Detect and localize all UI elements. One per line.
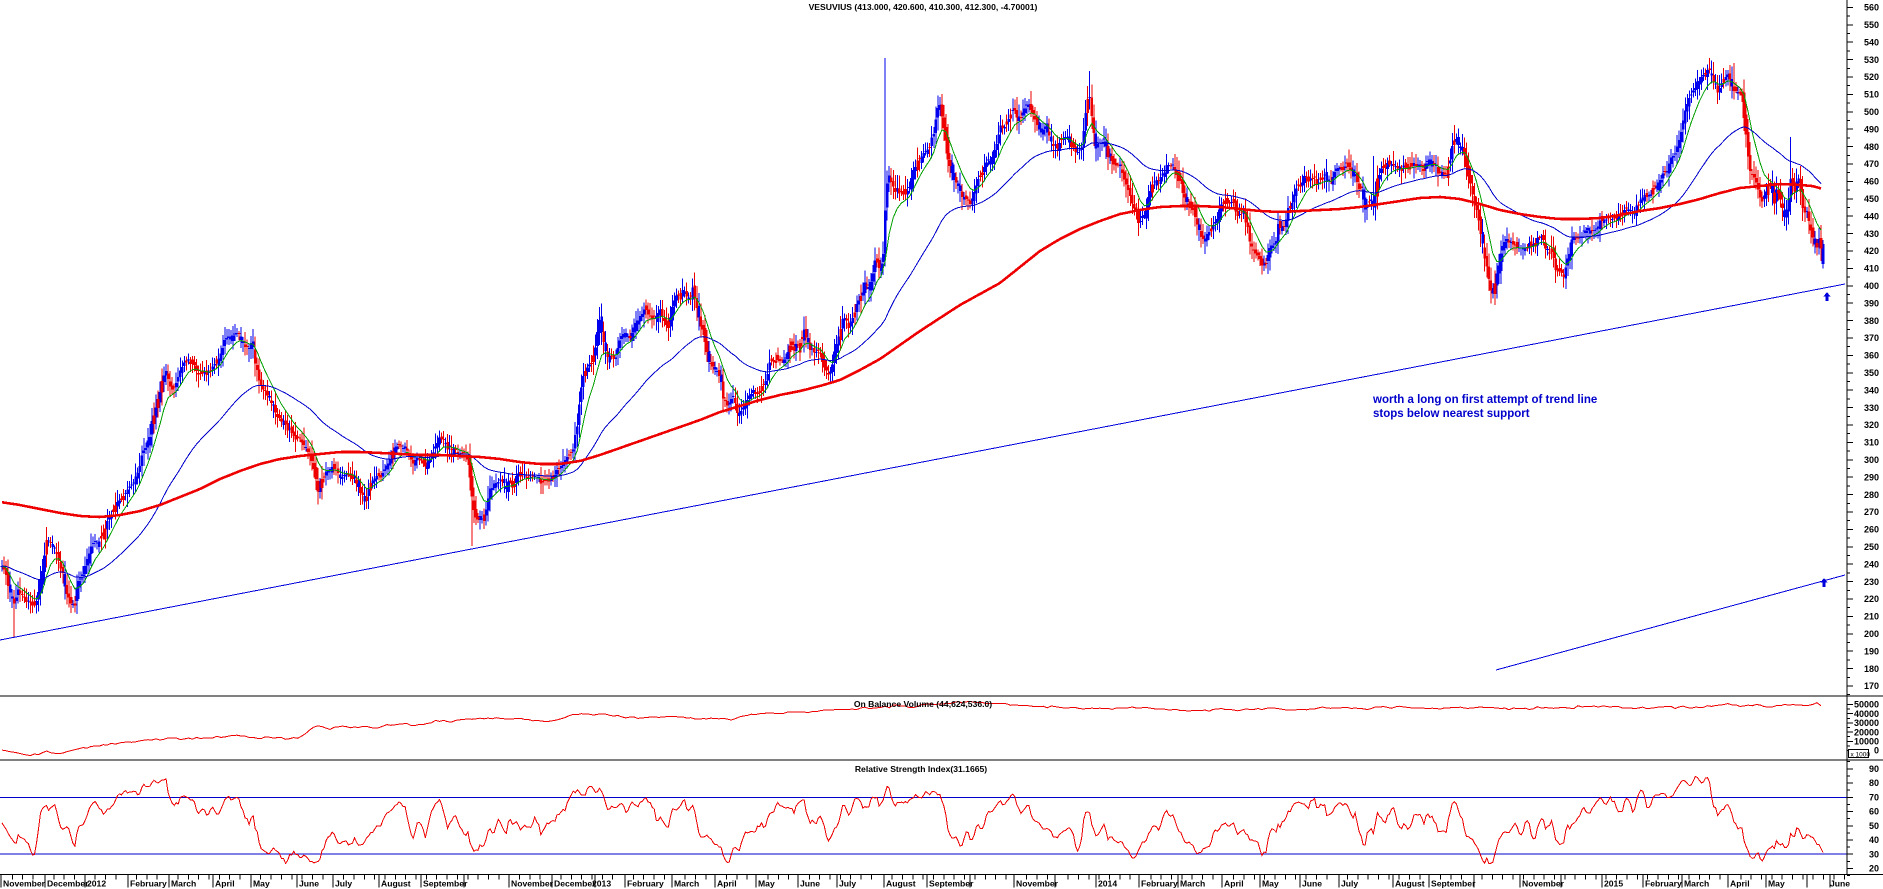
svg-text:x 1000: x 1000 [1851,752,1871,759]
svg-text:210: 210 [1864,612,1879,622]
svg-text:410: 410 [1864,264,1879,274]
svg-text:300: 300 [1864,455,1879,465]
svg-text:90: 90 [1869,764,1879,774]
svg-text:180: 180 [1864,664,1879,674]
svg-text:540: 540 [1864,37,1879,47]
svg-text:November: November [1522,879,1565,889]
svg-text:June: June [299,879,319,889]
svg-text:April: April [215,879,235,889]
svg-text:Relative Strength Index(31.166: Relative Strength Index(31.1665) [855,764,987,774]
svg-text:200: 200 [1864,629,1879,639]
svg-text:November: November [1016,879,1059,889]
svg-text:70: 70 [1869,793,1879,803]
svg-text:February: February [130,879,167,889]
svg-text:VESUVIUS (413.000, 420.600, 41: VESUVIUS (413.000, 420.600, 410.300, 412… [809,2,1038,12]
svg-text:June: June [1302,879,1322,889]
svg-text:September: September [1431,879,1476,889]
svg-text:530: 530 [1864,55,1879,65]
svg-text:worth a long on first attempt: worth a long on first attempt of trend l… [1372,394,1597,406]
svg-text:60: 60 [1869,807,1879,817]
svg-text:2012: 2012 [87,879,106,889]
svg-text:220: 220 [1864,594,1879,604]
svg-text:340: 340 [1864,385,1879,395]
svg-text:On Balance Volume (44,624,536.: On Balance Volume (44,624,536.0) [854,699,992,709]
svg-text:80: 80 [1869,778,1879,788]
svg-text:September: September [423,879,468,889]
svg-text:380: 380 [1864,316,1879,326]
svg-text:350: 350 [1864,368,1879,378]
svg-text:510: 510 [1864,90,1879,100]
svg-text:June: June [1830,879,1850,889]
svg-text:March: March [674,879,699,889]
svg-text:40: 40 [1869,835,1879,845]
svg-text:400: 400 [1864,281,1879,291]
svg-text:August: August [886,879,916,889]
svg-text:20000: 20000 [1854,727,1879,737]
svg-text:290: 290 [1864,472,1879,482]
svg-text:February: February [1645,879,1682,889]
svg-text:April: April [717,879,737,889]
svg-text:July: July [335,879,352,889]
svg-text:40000: 40000 [1854,709,1879,719]
svg-text:July: July [1341,879,1358,889]
svg-text:430: 430 [1864,229,1879,239]
svg-text:2015: 2015 [1604,879,1623,889]
svg-text:September: September [929,879,974,889]
svg-text:March: March [1180,879,1205,889]
svg-text:May: May [1768,879,1785,889]
svg-text:May: May [1262,879,1279,889]
svg-text:50: 50 [1869,821,1879,831]
svg-text:0: 0 [1874,746,1879,756]
svg-text:February: February [627,879,664,889]
svg-text:230: 230 [1864,577,1879,587]
svg-text:480: 480 [1864,142,1879,152]
svg-text:390: 390 [1864,298,1879,308]
svg-text:10000: 10000 [1854,737,1879,747]
svg-text:270: 270 [1864,507,1879,517]
svg-text:July: July [839,879,856,889]
svg-text:420: 420 [1864,246,1879,256]
svg-text:310: 310 [1864,438,1879,448]
svg-text:330: 330 [1864,403,1879,413]
svg-text:440: 440 [1864,211,1879,221]
svg-text:November: November [3,879,46,889]
svg-text:June: June [800,879,820,889]
svg-text:470: 470 [1864,159,1879,169]
svg-text:May: May [253,879,270,889]
svg-text:December: December [47,879,89,889]
svg-text:20: 20 [1869,864,1879,874]
svg-text:450: 450 [1864,194,1879,204]
svg-text:370: 370 [1864,333,1879,343]
svg-text:500: 500 [1864,107,1879,117]
svg-text:February: February [1141,879,1178,889]
svg-text:250: 250 [1864,542,1879,552]
svg-text:280: 280 [1864,490,1879,500]
svg-text:50000: 50000 [1854,700,1879,710]
svg-text:December: December [554,879,596,889]
svg-text:490: 490 [1864,124,1879,134]
svg-text:170: 170 [1864,681,1879,691]
svg-text:560: 560 [1864,3,1879,13]
svg-text:August: August [381,879,411,889]
svg-text:November: November [511,879,554,889]
svg-text:April: April [1730,879,1750,889]
svg-text:30: 30 [1869,849,1879,859]
svg-text:360: 360 [1864,351,1879,361]
svg-text:260: 260 [1864,525,1879,535]
svg-text:August: August [1395,879,1425,889]
svg-text:240: 240 [1864,559,1879,569]
svg-text:190: 190 [1864,646,1879,656]
svg-text:stops below nearest support: stops below nearest support [1373,408,1530,420]
svg-text:30000: 30000 [1854,718,1879,728]
svg-text:March: March [171,879,196,889]
svg-text:320: 320 [1864,420,1879,430]
svg-text:April: April [1224,879,1244,889]
svg-text:2013: 2013 [592,879,611,889]
svg-text:May: May [758,879,775,889]
svg-text:460: 460 [1864,177,1879,187]
svg-text:March: March [1684,879,1709,889]
svg-text:2014: 2014 [1098,879,1117,889]
svg-text:520: 520 [1864,72,1879,82]
svg-text:550: 550 [1864,20,1879,30]
